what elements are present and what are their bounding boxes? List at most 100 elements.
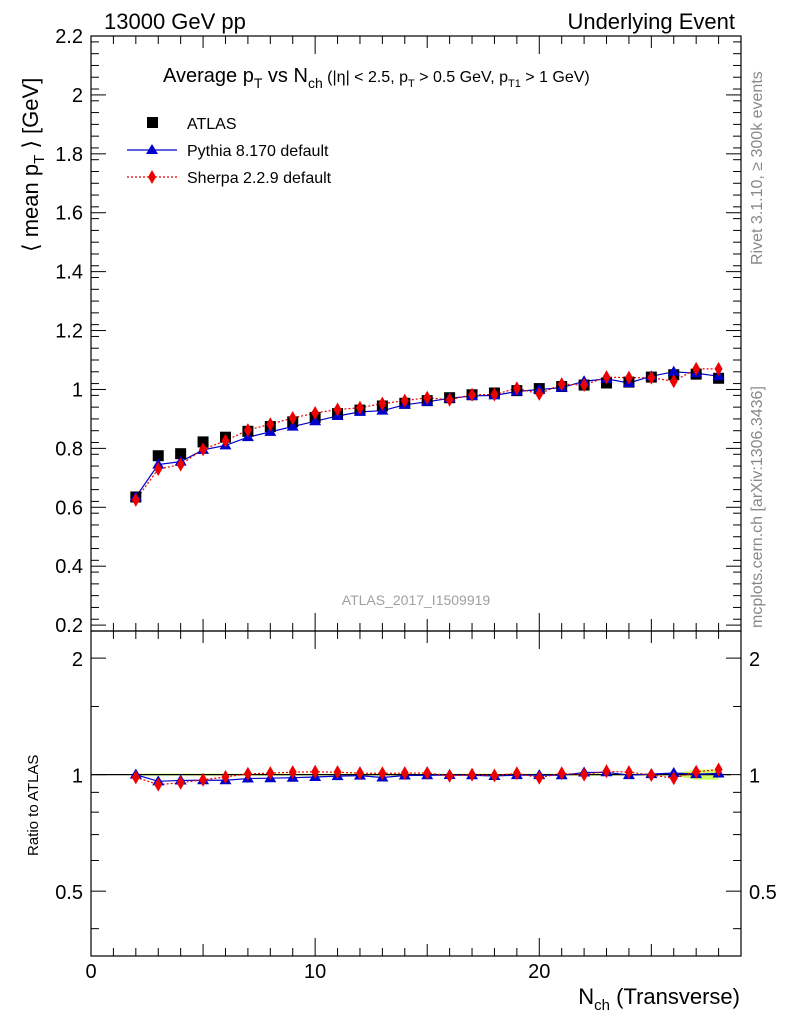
ylabel-part-b: ⟩ [GeV]	[18, 78, 43, 155]
x-axis-label: Nch (Transverse)	[578, 984, 740, 1014]
legend-entry-sherpa: Sherpa 2.2.9 default	[127, 170, 332, 187]
ratio-point-sherpa	[602, 764, 611, 779]
ratio-point-sherpa	[624, 765, 633, 780]
main-point-sherpa	[199, 442, 208, 457]
main-line-sherpa	[135, 368, 719, 501]
header-right-label: Underlying Event	[567, 9, 735, 34]
x-axis: 0 10 20	[85, 36, 742, 983]
ratio-y-axis: 0.5 0.5 1 1 2 2	[55, 649, 777, 930]
main-point-pythia	[309, 415, 322, 426]
main-point-sherpa	[288, 411, 297, 426]
main-point-sherpa	[490, 387, 499, 402]
ratio-point-sherpa	[131, 770, 140, 785]
main-point-sherpa	[445, 392, 454, 407]
main-point-sherpa	[714, 361, 723, 376]
ratio-point-sherpa	[692, 764, 701, 779]
main-point-atlas	[152, 450, 164, 462]
x-tick-label: 0	[85, 961, 96, 983]
analysis-watermark: ATLAS_2017_I1509919	[342, 592, 491, 608]
main-point-pythia	[667, 365, 680, 376]
title-part-b: vs N	[262, 65, 308, 87]
ratio-point-sherpa	[423, 765, 432, 780]
x-tick-label: 20	[528, 961, 550, 983]
ratio-point-sherpa	[490, 768, 499, 783]
main-point-sherpa	[468, 387, 477, 402]
legend-label-pythia: Pythia 8.170 default	[187, 143, 329, 160]
title-sub-a: T	[254, 75, 263, 91]
main-y-axis-label: ⟨ mean pT ⟩ [GeV]	[18, 78, 48, 252]
main-point-sherpa	[669, 374, 678, 389]
main-point-sherpa	[400, 393, 409, 408]
title-part-c: (|η| < 2.5, p	[323, 69, 408, 86]
main-point-sherpa	[333, 402, 342, 417]
ratio-point-sherpa	[557, 766, 566, 781]
ratio-y-axis-label: Ratio to ATLAS	[25, 755, 42, 856]
legend-marker-sherpa	[148, 170, 156, 184]
ratio-y-tick-label: 1	[72, 766, 83, 788]
ratio-point-sherpa	[535, 770, 544, 785]
ratio-y-tick-label: 2	[72, 649, 83, 671]
ratio-y-tick-label-right: 2	[749, 649, 760, 671]
ratio-series-layer	[129, 762, 725, 792]
title-part-e: > 1 GeV)	[521, 69, 590, 86]
legend-label-atlas: ATLAS	[187, 116, 237, 133]
legend-label-sherpa: Sherpa 2.2.9 default	[187, 170, 332, 187]
main-y-tick-label: 0.6	[55, 497, 83, 519]
main-point-sherpa	[423, 390, 432, 405]
ratio-point-sherpa	[512, 766, 521, 781]
main-y-tick-label: 0.2	[55, 615, 83, 637]
ratio-point-sherpa	[400, 766, 409, 781]
legend-marker-atlas	[147, 117, 158, 128]
ratio-y-tick-label-right: 0.5	[749, 882, 777, 904]
main-point-sherpa	[580, 378, 589, 393]
header-left-label: 13000 GeV pp	[104, 9, 246, 34]
main-y-tick-label: 2.2	[55, 26, 83, 48]
title-sub-b: ch	[308, 75, 323, 91]
main-point-sherpa	[647, 370, 656, 385]
xlabel-part-b: (Transverse)	[610, 984, 740, 1009]
main-point-sherpa	[624, 370, 633, 385]
ratio-point-sherpa	[176, 775, 185, 790]
title-sub-d: T1	[508, 78, 521, 90]
main-point-sherpa	[176, 457, 185, 472]
x-tick-label: 10	[304, 961, 326, 983]
ylabel-part-a: ⟨ mean p	[18, 164, 43, 252]
main-point-sherpa	[512, 381, 521, 396]
main-point-sherpa	[311, 406, 320, 421]
main-y-tick-label: 1.2	[55, 321, 83, 343]
ratio-point-sherpa	[468, 767, 477, 782]
main-point-atlas	[197, 436, 209, 448]
main-point-sherpa	[243, 423, 252, 438]
main-y-axis: 0.2 0.4 0.6 0.8 1 1.2 1.4 1.6 1.8 2 2.2	[55, 26, 741, 637]
main-point-sherpa	[692, 361, 701, 376]
ratio-point-sherpa	[445, 768, 454, 783]
main-point-sherpa	[154, 461, 163, 476]
main-y-tick-label: 1.8	[55, 144, 83, 166]
ratio-point-sherpa	[266, 766, 275, 781]
ratio-point-sherpa	[288, 765, 297, 780]
main-series-layer	[129, 361, 725, 507]
main-point-sherpa	[535, 386, 544, 401]
main-point-atlas	[175, 448, 187, 460]
ratio-point-sherpa	[669, 771, 678, 786]
ratio-point-sherpa	[221, 770, 230, 785]
ratio-point-sherpa	[333, 765, 342, 780]
legend-entry-atlas: ATLAS	[147, 116, 237, 133]
plot-title: Average pT vs Nch (|η| < 2.5, pT > 0.5 G…	[163, 65, 590, 91]
ratio-y-tick-label-right: 1	[749, 766, 760, 788]
title-part-d: > 0.5 GeV, p	[415, 69, 508, 86]
main-y-tick-label: 2	[72, 85, 83, 107]
main-point-pythia	[286, 420, 299, 431]
main-y-tick-label: 0.4	[55, 556, 83, 578]
main-point-sherpa	[221, 433, 230, 448]
main-point-sherpa	[557, 377, 566, 392]
ratio-plot-frame	[90, 630, 742, 957]
main-y-tick-label: 1	[72, 379, 83, 401]
legend-entry-pythia: Pythia 8.170 default	[127, 143, 329, 160]
ylabel-sub: T	[31, 155, 48, 164]
main-y-tick-label: 1.6	[55, 203, 83, 225]
rivet-side-label: Rivet 3.1.10, ≥ 300k events	[749, 71, 766, 265]
main-point-sherpa	[602, 370, 611, 385]
main-point-sherpa	[131, 492, 140, 507]
